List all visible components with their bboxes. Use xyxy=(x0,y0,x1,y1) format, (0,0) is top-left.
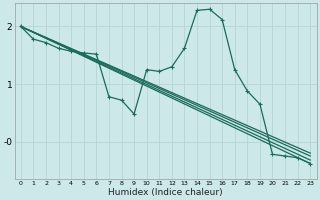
X-axis label: Humidex (Indice chaleur): Humidex (Indice chaleur) xyxy=(108,188,223,197)
